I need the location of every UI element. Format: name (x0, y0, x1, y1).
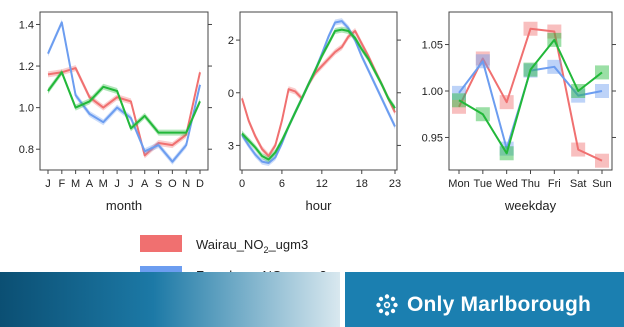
x-tick-label: Sun (592, 178, 612, 190)
x-tick-label: 23 (389, 178, 401, 190)
series-line (241, 30, 396, 157)
weekday-panel: 1.05 1.00 0.95 Mon Tue Wed Thu Fri Sat Sun weekday (422, 11, 616, 213)
series-point-band (452, 93, 466, 108)
y-tick-label: 1.00 (422, 86, 443, 98)
x-tick-label: J (114, 178, 120, 190)
series-line (458, 38, 603, 155)
x-tick-label: N (182, 178, 190, 190)
y-tick-label: 1.05 (422, 40, 443, 52)
x-tick-label: S (155, 178, 162, 190)
x-tick-label: J (128, 178, 134, 190)
x-tick-label: M (99, 178, 108, 190)
x-tick-label: A (86, 178, 94, 190)
brand: Only Marlborough (375, 290, 591, 320)
plot-frame (239, 11, 398, 171)
series-line (47, 21, 201, 163)
series-line (458, 27, 603, 162)
footer-gradient (0, 272, 340, 327)
y-tick-label: 0 (228, 88, 234, 100)
y-tick-label: 1.0 (19, 103, 34, 115)
hour-panel: 2 0 3 0 6 12 18 23 hour (228, 11, 401, 213)
brand-name: Only Marlborough (407, 293, 592, 316)
x-tick-label: Fri (548, 178, 561, 190)
x-axis-title: hour (305, 198, 332, 213)
x-tick-label: 18 (356, 178, 368, 190)
x-axis-title: weekday (504, 198, 557, 213)
series-line (47, 67, 201, 157)
x-tick-label: 0 (239, 178, 245, 190)
series-point-band (595, 153, 609, 168)
series-line (47, 71, 201, 134)
series-confidence-band (242, 28, 395, 159)
legend-swatch (140, 235, 182, 252)
y-tick-label: 3 (228, 140, 234, 152)
x-tick-label: F (58, 178, 65, 190)
series-confidence-band (242, 26, 395, 163)
x-tick-label: 12 (316, 178, 328, 190)
x-axis-title: month (106, 198, 142, 213)
series-confidence-band (242, 18, 395, 166)
x-tick-label: M (71, 178, 80, 190)
series-line (241, 20, 396, 164)
plot-frame (39, 11, 209, 171)
y-tick-label: 1.4 (19, 19, 34, 31)
sun-flower-logo-icon (376, 294, 398, 316)
x-tick-label: A (141, 178, 149, 190)
legend-label: Wairau_NO2_ugm3 (196, 237, 308, 255)
y-tick-label: 2 (228, 35, 234, 47)
x-tick-label: O (168, 178, 177, 190)
x-tick-label: D (196, 178, 204, 190)
x-tick-label: Thu (521, 178, 540, 190)
y-tick-label: 0.95 (422, 132, 443, 144)
y-tick-label: 1.2 (19, 61, 34, 73)
footer-band (0, 272, 624, 327)
x-tick-label: J (45, 178, 51, 190)
series-confidence-band (48, 69, 200, 136)
x-tick-label: 6 (279, 178, 285, 190)
x-tick-label: Mon (448, 178, 469, 190)
x-tick-label: Wed (495, 178, 517, 190)
series-line (241, 28, 396, 161)
y-tick-label: 0.8 (19, 144, 34, 156)
x-tick-label: Sat (570, 178, 587, 190)
x-tick-label: Tue (474, 178, 493, 190)
